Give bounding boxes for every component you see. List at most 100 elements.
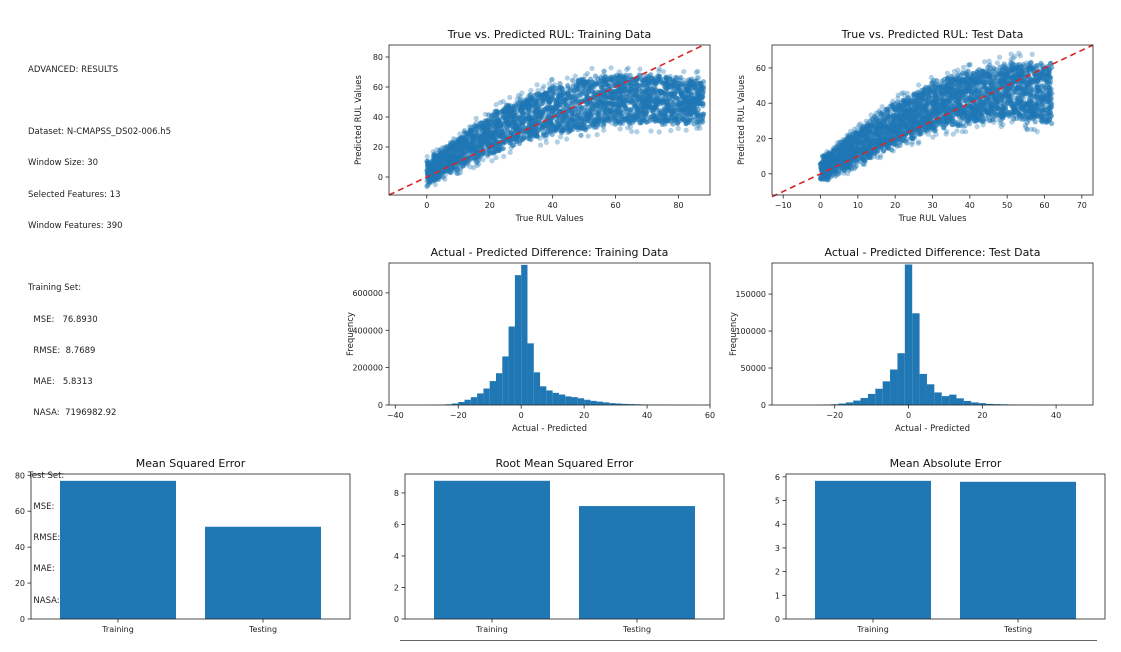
data-point [493, 102, 499, 108]
data-point [540, 125, 546, 131]
data-point [699, 100, 706, 107]
training-mae: MAE: 5.8313 [28, 377, 93, 387]
data-point [513, 127, 519, 133]
data-point [601, 127, 607, 133]
data-point [612, 89, 618, 95]
data-point [574, 113, 581, 119]
data-point [663, 84, 669, 91]
data-point [698, 120, 704, 126]
data-point [554, 139, 560, 145]
data-point [442, 176, 448, 182]
data-point [454, 170, 460, 177]
data-point [536, 127, 543, 133]
data-point [500, 123, 506, 129]
y-tick-label: 80 [373, 53, 383, 62]
data-point [625, 75, 631, 81]
data-point [659, 109, 665, 115]
data-point [614, 109, 620, 116]
data-point [681, 96, 688, 102]
y-tick-label: 40 [373, 113, 383, 122]
data-point [581, 82, 587, 89]
data-point [460, 163, 466, 169]
data-point [466, 141, 472, 147]
data-point [501, 153, 507, 160]
data-point [657, 118, 663, 125]
data-point [620, 120, 626, 127]
data-point [510, 120, 516, 126]
data-point [494, 130, 500, 136]
data-point [631, 114, 637, 120]
data-point [587, 85, 594, 91]
data-point [517, 97, 523, 103]
data-point [514, 96, 520, 102]
data-point [652, 96, 658, 102]
data-point [536, 102, 543, 108]
data-point [563, 100, 569, 107]
data-point [635, 82, 641, 88]
data-point [685, 87, 692, 93]
scatter-points [424, 65, 707, 189]
data-point [620, 91, 626, 98]
data-point [622, 117, 628, 123]
chart-title: True vs. Predicted RUL: Training Data [447, 28, 651, 41]
x-tick-label: 60 [610, 201, 620, 210]
y-axis-label: Predicted RUL Values [354, 74, 364, 165]
data-point [489, 148, 496, 155]
data-point [639, 78, 645, 84]
data-point [655, 96, 661, 102]
data-point [575, 82, 581, 89]
data-point [440, 156, 447, 162]
data-point [600, 115, 606, 122]
data-point [590, 90, 597, 96]
data-point [649, 89, 655, 96]
data-point [679, 81, 685, 87]
data-point [656, 77, 662, 83]
data-point [589, 106, 596, 112]
data-point [585, 118, 591, 124]
data-point [648, 128, 654, 134]
data-point [508, 145, 514, 151]
data-point [513, 135, 519, 141]
data-point [576, 121, 582, 128]
data-point [616, 69, 622, 75]
data-point [541, 129, 547, 135]
data-point [671, 86, 677, 92]
data-point [528, 87, 534, 94]
data-point [457, 144, 464, 150]
data-point [619, 83, 626, 89]
data-point [675, 105, 682, 111]
data-point [596, 117, 602, 123]
data-point [602, 108, 608, 114]
data-point [637, 66, 643, 72]
data-point [519, 115, 526, 121]
data-point [468, 127, 474, 134]
data-point [480, 157, 486, 163]
data-point [457, 136, 463, 142]
data-point [593, 99, 599, 105]
data-point [608, 95, 615, 102]
data-point [696, 99, 702, 105]
data-point [688, 110, 694, 117]
data-point [688, 92, 695, 98]
data-point [681, 68, 687, 75]
data-point [697, 80, 703, 86]
scatter_train-chart: True vs. Predicted RUL: Training DataTru… [354, 28, 711, 224]
data-point [514, 112, 520, 118]
data-point [664, 112, 670, 118]
data-point [528, 116, 534, 122]
data-point [547, 87, 553, 94]
data-point [641, 95, 648, 102]
data-point [698, 87, 704, 94]
data-point [594, 132, 600, 138]
data-point [624, 125, 631, 131]
data-point [473, 115, 479, 121]
data-point [527, 108, 533, 114]
data-point [546, 81, 553, 87]
data-point [438, 164, 444, 170]
data-point [572, 73, 578, 79]
data-point [607, 74, 613, 80]
x-tick-label: 0 [424, 201, 429, 210]
data-point [496, 147, 502, 153]
data-point [427, 178, 433, 185]
data-point [585, 79, 591, 85]
